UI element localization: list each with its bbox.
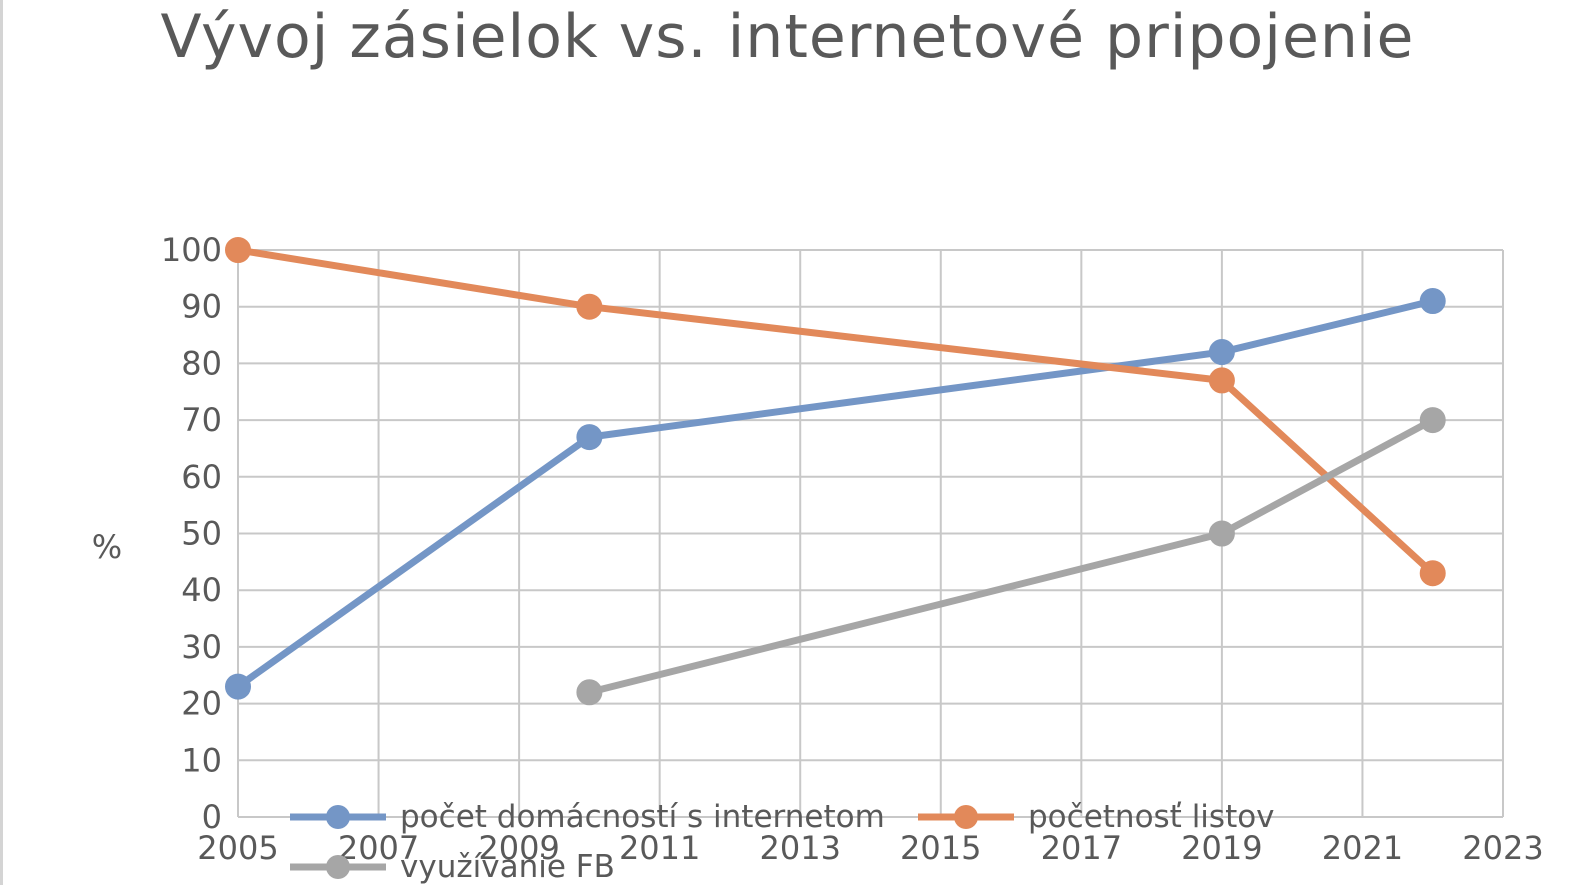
data-point-marker — [576, 679, 603, 706]
data-point-marker — [225, 673, 251, 700]
x-tick-label: 2015 — [900, 829, 981, 867]
y-axis-title: % — [92, 528, 122, 566]
series-lines — [225, 237, 1446, 706]
x-tick-label: 2005 — [197, 829, 278, 867]
y-tick-label: 80 — [181, 344, 222, 382]
chart-title: Vývoj zásielok vs. internetové pripojeni… — [160, 2, 1415, 72]
data-point-marker — [1208, 367, 1235, 394]
legend-marker — [326, 805, 350, 829]
data-point-marker — [1419, 407, 1446, 434]
legend-item: početnosť listov — [918, 799, 1275, 835]
y-tick-label: 10 — [181, 741, 222, 779]
data-point-marker — [225, 237, 251, 263]
y-tick-label: 60 — [181, 458, 222, 496]
y-tick-label: 90 — [181, 288, 222, 326]
y-tick-label: 50 — [181, 515, 222, 553]
y-tick-label: 70 — [181, 401, 222, 439]
series-3 — [576, 407, 1446, 706]
series-line — [234, 246, 1437, 577]
x-tick-label: 2009 — [478, 829, 559, 867]
legend-label: využívanie FB — [400, 849, 615, 885]
legend-item: počet domácností s internetom — [290, 799, 885, 835]
gridlines — [237, 249, 1504, 818]
data-point-marker — [576, 424, 603, 451]
data-point-marker — [1419, 288, 1446, 315]
legend-item: využívanie FB — [290, 849, 615, 885]
series-line — [234, 297, 1437, 691]
x-tick-label: 2011 — [619, 829, 700, 867]
legend-label: početnosť listov — [1028, 799, 1275, 835]
data-point-marker — [1208, 339, 1235, 366]
legend: počet domácností s internetom početnosť l… — [290, 799, 1275, 885]
y-tick-label: 40 — [181, 571, 222, 609]
x-tick-label: 2013 — [760, 829, 841, 867]
legend-label: počet domácností s internetom — [400, 799, 885, 835]
y-tick-label: 30 — [181, 628, 222, 666]
y-tick-label: 0 — [202, 798, 222, 836]
x-tick-label: 2017 — [1041, 829, 1122, 867]
y-tick-label: 100 — [161, 231, 222, 269]
x-tick-label: 2023 — [1462, 829, 1543, 867]
y-tick-label: 20 — [181, 685, 222, 723]
x-tick-label: 2021 — [1322, 829, 1403, 867]
chart-frame-border — [0, 0, 3, 885]
legend-marker — [326, 855, 350, 879]
x-axis-tick-labels: 2005 2007 2009 2011 2013 2015 2017 2019 2021 2023 — [197, 829, 1543, 867]
data-point-marker — [1208, 520, 1235, 547]
y-axis-tick-labels: 0 10 20 30 40 50 60 70 80 90 100 — [161, 231, 222, 836]
x-tick-label: 2019 — [1181, 829, 1262, 867]
data-point-marker — [1419, 560, 1446, 587]
legend-marker — [954, 805, 978, 829]
data-point-marker — [576, 293, 603, 320]
series-1 — [225, 288, 1446, 700]
x-tick-label: 2007 — [338, 829, 419, 867]
